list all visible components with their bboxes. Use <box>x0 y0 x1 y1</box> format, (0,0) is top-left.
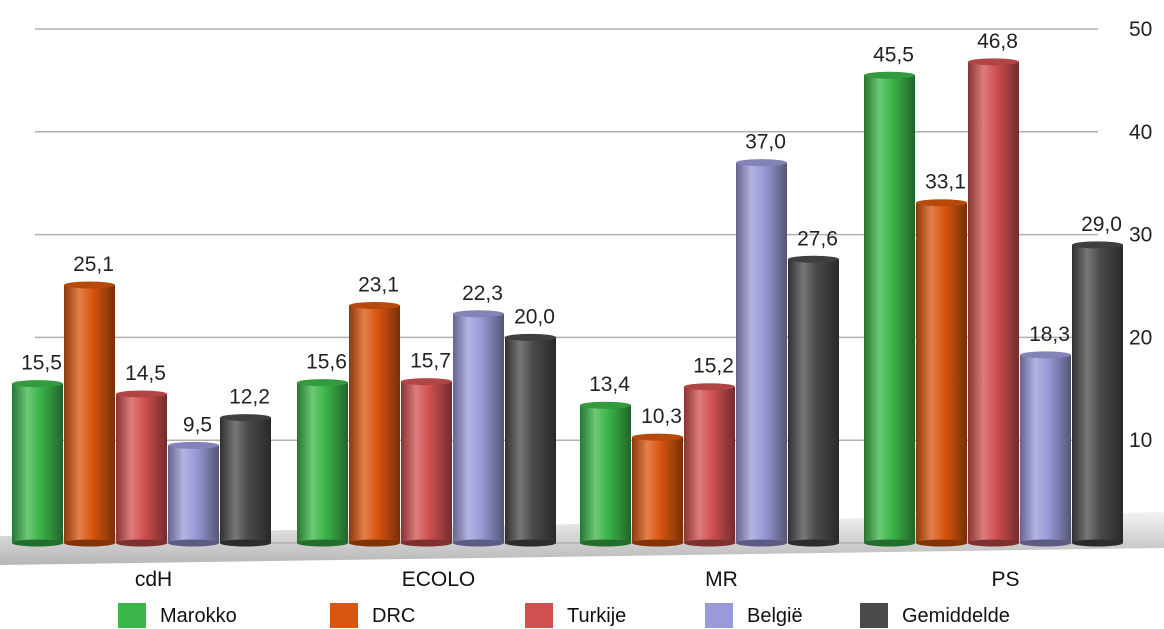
legend-item-gemiddelde: Gemiddelde <box>860 603 1010 628</box>
legend-item-marokko: Marokko <box>118 603 237 628</box>
category-label-cdh: cdH <box>135 568 172 591</box>
data-label: 18,3 <box>1029 323 1070 346</box>
legend-swatch <box>525 603 553 628</box>
bar-belgi-ecolo <box>453 310 504 547</box>
bar-drc-ecolo <box>349 302 400 547</box>
bar-gemiddelde-mr <box>788 255 839 547</box>
data-label: 25,1 <box>73 253 114 276</box>
y-axis-ticks: 10 20 30 40 50 <box>1129 18 1152 452</box>
data-label: 15,7 <box>410 350 451 373</box>
bar-belgi-ps <box>1020 351 1071 547</box>
data-label: 15,5 <box>21 352 62 375</box>
data-label: 27,6 <box>797 227 838 250</box>
data-label: 20,0 <box>514 305 555 328</box>
legend-label: Turkije <box>567 605 626 627</box>
data-label: 23,1 <box>358 274 399 297</box>
bar-drc-ps <box>916 199 967 547</box>
category-label-mr: MR <box>705 568 738 591</box>
data-label: 37,0 <box>745 131 786 154</box>
legend-swatch <box>860 603 888 628</box>
legend-swatch <box>118 603 146 628</box>
bar-belgi-mr <box>736 159 787 547</box>
legend-label: Gemiddelde <box>902 605 1010 627</box>
bar-gemiddelde-cdh <box>220 414 271 547</box>
legend-item-turkije: Turkije <box>525 603 626 628</box>
data-label: 46,8 <box>977 30 1018 53</box>
y-tick-label: 40 <box>1129 121 1152 144</box>
data-label: 15,6 <box>306 351 347 374</box>
data-label: 29,0 <box>1081 213 1122 236</box>
legend-label: DRC <box>372 605 415 627</box>
category-labels: cdH ECOLO MR PS <box>135 568 1020 591</box>
data-label: 22,3 <box>462 282 503 305</box>
data-label: 10,3 <box>641 405 682 428</box>
bar-belgi-cdh <box>168 441 219 547</box>
bars <box>12 58 1123 547</box>
bar-gemiddelde-ecolo <box>505 333 556 547</box>
bar-turkije-ecolo <box>401 378 452 547</box>
legend-item-belgi: België <box>705 603 803 628</box>
bar-turkije-ps <box>968 58 1019 547</box>
y-tick-label: 10 <box>1129 429 1152 452</box>
data-label: 45,5 <box>873 43 914 66</box>
category-label-ps: PS <box>991 568 1019 591</box>
bar-turkije-cdh <box>116 390 167 547</box>
bar-marokko-ecolo <box>297 379 348 547</box>
bar-turkije-mr <box>684 383 735 547</box>
bar-marokko-mr <box>580 401 631 547</box>
legend-label: België <box>747 605 803 627</box>
legend: Marokko DRC Turkije België Gemiddelde <box>118 603 1010 628</box>
data-label: 15,2 <box>693 355 734 378</box>
bar-drc-cdh <box>64 281 115 547</box>
bar-gemiddelde-ps <box>1072 241 1123 547</box>
legend-item-drc: DRC <box>330 603 415 628</box>
legend-swatch <box>705 603 733 628</box>
data-label: 13,4 <box>589 373 630 396</box>
bar-marokko-ps <box>864 71 915 547</box>
y-tick-label: 30 <box>1129 224 1152 247</box>
legend-label: Marokko <box>160 605 237 627</box>
bar-drc-mr <box>632 433 683 547</box>
data-label: 12,2 <box>229 386 270 409</box>
y-tick-label: 50 <box>1129 18 1152 41</box>
category-label-ecolo: ECOLO <box>402 568 476 591</box>
y-tick-label: 20 <box>1129 326 1152 349</box>
bar-marokko-cdh <box>12 380 63 547</box>
data-label: 33,1 <box>925 171 966 194</box>
legend-swatch <box>330 603 358 628</box>
data-label: 9,5 <box>183 413 212 436</box>
data-label: 14,5 <box>125 362 166 385</box>
data-labels: 15,5 25,1 14,5 9,5 12,2 15,6 23,1 15,7 22,3 20,0 1… <box>21 30 1122 436</box>
